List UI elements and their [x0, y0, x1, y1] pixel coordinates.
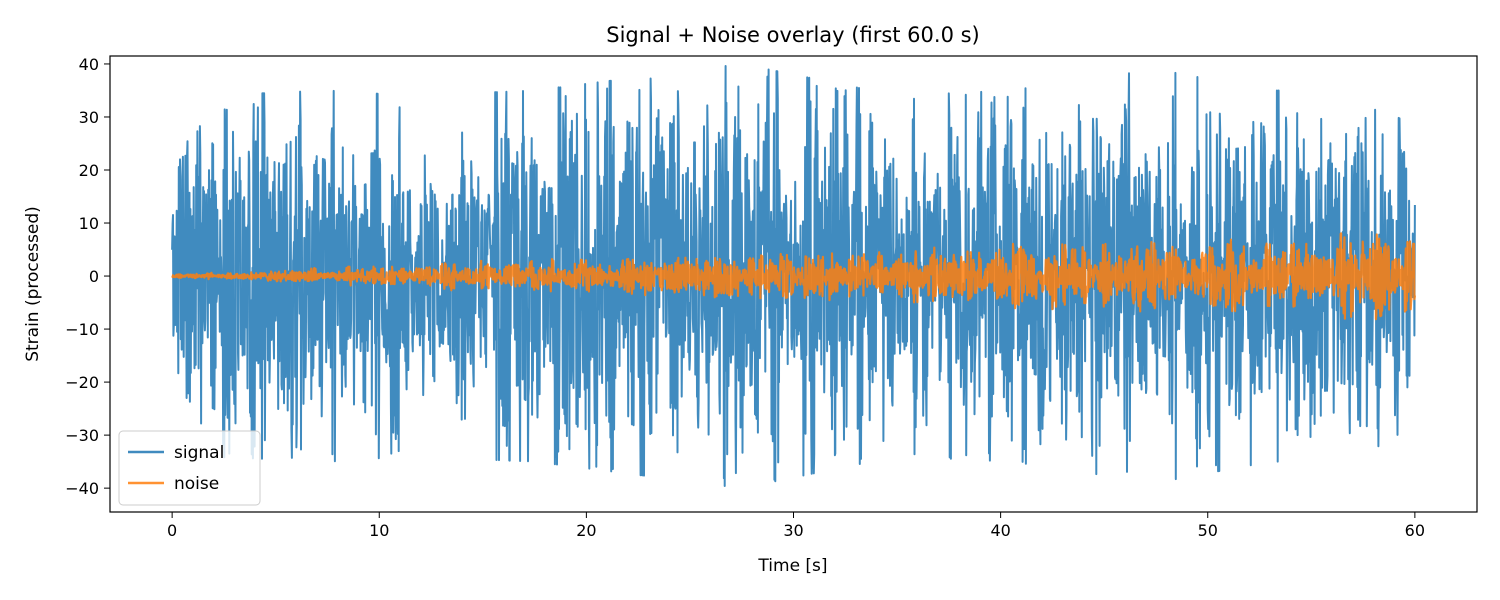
x-tick-label: 40 [990, 521, 1010, 540]
y-tick-label: −40 [65, 479, 99, 498]
y-tick-label: −10 [65, 320, 99, 339]
plot-area [109, 55, 1478, 513]
y-tick-label: 30 [79, 108, 99, 127]
y-tick-label: 20 [79, 161, 99, 180]
chart-title: Signal + Noise overlay (first 60.0 s) [606, 23, 980, 47]
x-tick-label: 30 [783, 521, 803, 540]
x-tick-label: 10 [369, 521, 389, 540]
x-tick-label: 0 [167, 521, 177, 540]
series-line-noise [171, 232, 1416, 321]
y-tick-label: 10 [79, 214, 99, 233]
series-line-signal [171, 65, 1416, 487]
y-tick-label: 40 [79, 55, 99, 74]
x-axis: 0 10 20 30 40 50 60 [167, 512, 1425, 540]
legend: signal noise [118, 430, 261, 506]
legend-box [118, 430, 261, 506]
legend-label-signal: signal [174, 443, 224, 463]
series-layer [171, 65, 1416, 487]
y-axis-label: Strain (processed) [23, 206, 43, 362]
x-axis-label: Time [s] [757, 556, 827, 576]
y-tick-label: −30 [65, 426, 99, 445]
y-tick-label: −20 [65, 373, 99, 392]
y-axis: −40 −30 −20 −10 0 10 20 30 40 [65, 55, 110, 498]
x-tick-label: 20 [576, 521, 596, 540]
x-tick-label: 50 [1198, 521, 1218, 540]
x-tick-label: 60 [1405, 521, 1425, 540]
legend-label-noise: noise [174, 474, 219, 494]
y-tick-label: 0 [89, 267, 99, 286]
